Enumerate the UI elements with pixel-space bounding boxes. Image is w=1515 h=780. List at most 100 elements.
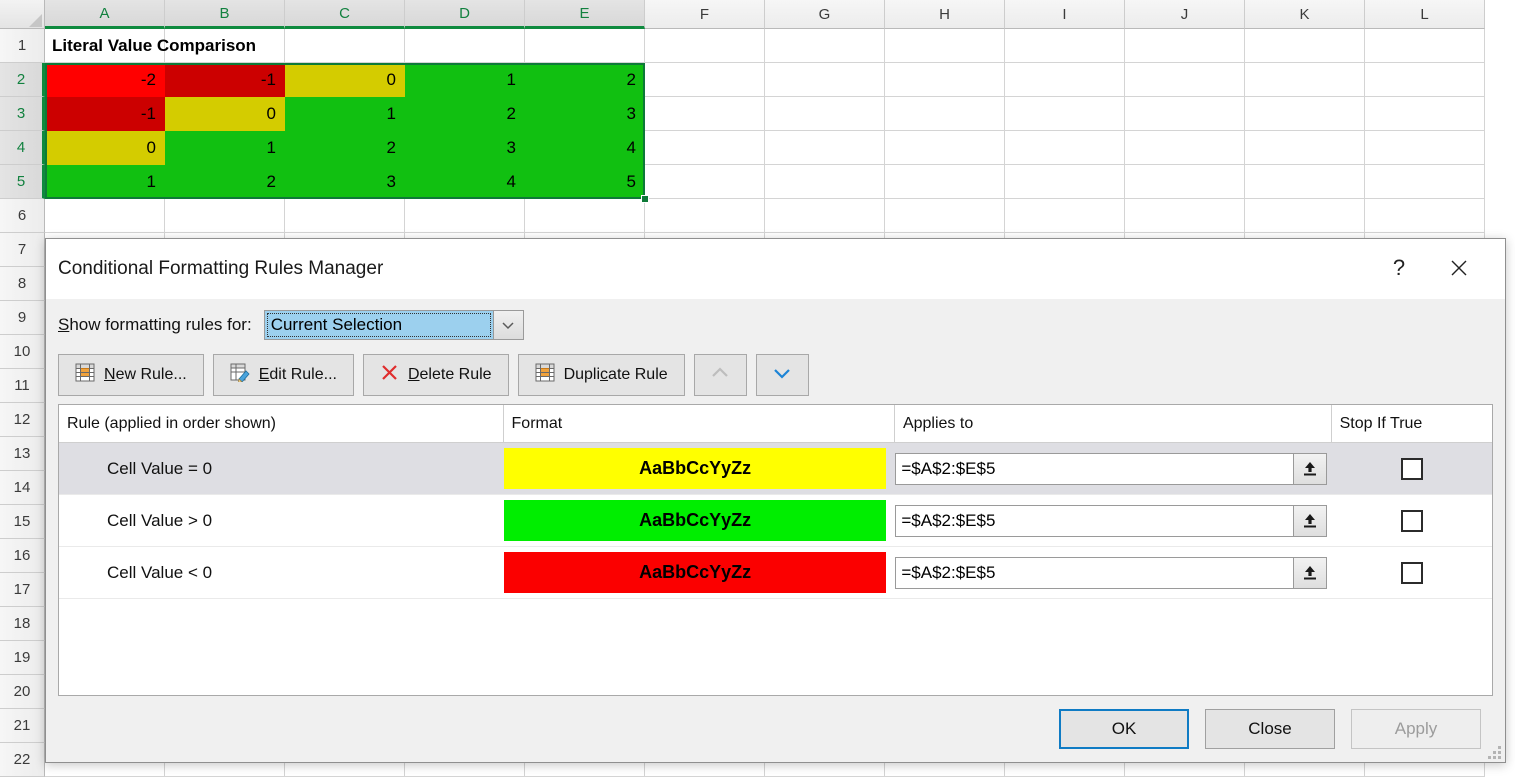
row-header-2[interactable]: 2 [0,63,45,97]
applies-to-field[interactable]: =$A$2:$E$5 [895,504,1328,537]
cell-D3[interactable]: 2 [405,97,525,131]
dropdown-selected-value[interactable]: Current Selection [264,311,493,339]
column-header-F[interactable]: F [645,0,765,29]
new-rule-button[interactable]: New Rule... [58,354,204,396]
column-header-B[interactable]: B [165,0,285,29]
grid-cell[interactable] [885,165,1005,199]
grid-cell[interactable] [1125,131,1245,165]
grid-cell[interactable] [1365,165,1485,199]
range-select-icon[interactable] [1293,505,1327,536]
cell-C3[interactable]: 1 [285,97,405,131]
grid-cell[interactable] [1125,165,1245,199]
grid-cell[interactable] [765,199,885,233]
select-all-corner[interactable] [0,0,45,29]
grid-cell[interactable] [645,63,765,97]
grid-cell[interactable] [1245,63,1365,97]
grid-cell[interactable] [405,199,525,233]
move-down-button[interactable] [755,354,809,396]
grid-cell[interactable] [1365,97,1485,131]
column-header-D[interactable]: D [405,0,525,29]
grid-cell[interactable] [45,199,165,233]
column-header-J[interactable]: J [1125,0,1245,29]
grid-cell[interactable] [1005,199,1125,233]
grid-cell[interactable] [1245,97,1365,131]
grid-cell[interactable] [405,29,525,63]
grid-cell[interactable] [885,97,1005,131]
grid-cell[interactable] [1125,29,1245,63]
grid-cell[interactable] [645,97,765,131]
row-header-1[interactable]: 1 [0,29,45,63]
row-header-4[interactable]: 4 [0,131,45,165]
grid-cell[interactable] [645,199,765,233]
rule-format-cell[interactable]: AaBbCcYyZz [504,448,895,489]
row-header-8[interactable]: 8 [0,267,45,301]
grid-cell[interactable] [645,165,765,199]
column-header-G[interactable]: G [765,0,885,29]
cell-B2[interactable]: -1 [165,63,285,97]
grid-cell[interactable] [1245,199,1365,233]
cell-D5[interactable]: 4 [405,165,525,199]
cell-E2[interactable]: 2 [525,63,645,97]
rule-row[interactable]: Cell Value > 0 AaBbCcYyZz =$A$2:$E$5 [59,495,1492,547]
resize-grip-icon[interactable] [1487,745,1501,759]
grid-cell[interactable] [1005,165,1125,199]
grid-cell[interactable] [1365,63,1485,97]
grid-cell[interactable] [1005,131,1125,165]
show-rules-for-dropdown[interactable]: Current Selection [263,310,524,340]
grid-cell[interactable] [1245,165,1365,199]
column-header-E[interactable]: E [525,0,645,29]
rule-row[interactable]: Cell Value = 0 AaBbCcYyZz =$A$2:$E$5 [59,443,1492,495]
grid-cell[interactable] [1125,63,1245,97]
fill-handle[interactable] [641,195,649,203]
cell-A3[interactable]: -1 [45,97,165,131]
range-select-icon[interactable] [1293,557,1327,588]
grid-cell[interactable] [1365,131,1485,165]
applies-to-field[interactable]: =$A$2:$E$5 [895,556,1328,589]
row-header-20[interactable]: 20 [0,675,45,709]
row-header-10[interactable]: 10 [0,335,45,369]
help-icon[interactable]: ? [1377,247,1421,289]
grid-cell[interactable] [1005,29,1125,63]
column-header-C[interactable]: C [285,0,405,29]
applies-to-input[interactable]: =$A$2:$E$5 [901,510,996,530]
grid-cell[interactable] [1245,131,1365,165]
row-header-5[interactable]: 5 [0,165,45,199]
grid-cell[interactable] [765,165,885,199]
cell-A4[interactable]: 0 [45,131,165,165]
cell-D4[interactable]: 3 [405,131,525,165]
column-header-A[interactable]: A [45,0,165,29]
row-header-18[interactable]: 18 [0,607,45,641]
grid-cell[interactable] [765,131,885,165]
grid-cell[interactable] [885,29,1005,63]
cell-C4[interactable]: 2 [285,131,405,165]
stop-if-true-checkbox[interactable] [1400,561,1423,584]
grid-cell[interactable] [165,199,285,233]
column-header-L[interactable]: L [1365,0,1485,29]
grid-cell[interactable] [525,199,645,233]
grid-cell[interactable] [765,63,885,97]
row-header-11[interactable]: 11 [0,369,45,403]
grid-cell[interactable] [1005,97,1125,131]
grid-cell[interactable] [1005,63,1125,97]
cell-A2[interactable]: -2 [45,63,165,97]
row-header-19[interactable]: 19 [0,641,45,675]
cell-A5[interactable]: 1 [45,165,165,199]
delete-rule-button[interactable]: Delete Rule [362,354,509,396]
move-up-button[interactable] [693,354,747,396]
rule-format-cell[interactable]: AaBbCcYyZz [504,552,895,593]
row-header-7[interactable]: 7 [0,233,45,267]
grid-cell[interactable] [1365,199,1485,233]
row-header-6[interactable]: 6 [0,199,45,233]
row-header-13[interactable]: 13 [0,437,45,471]
rule-row[interactable]: Cell Value < 0 AaBbCcYyZz =$A$2:$E$5 [59,547,1492,599]
cell-C2[interactable]: 0 [285,63,405,97]
row-header-16[interactable]: 16 [0,539,45,573]
row-header-14[interactable]: 14 [0,471,45,505]
cell-E3[interactable]: 3 [525,97,645,131]
rule-format-cell[interactable]: AaBbCcYyZz [504,500,895,541]
range-select-icon[interactable] [1293,453,1327,484]
cell-D2[interactable]: 1 [405,63,525,97]
grid-cell[interactable] [765,29,885,63]
grid-cell[interactable] [525,29,645,63]
stop-if-true-checkbox[interactable] [1400,509,1423,532]
